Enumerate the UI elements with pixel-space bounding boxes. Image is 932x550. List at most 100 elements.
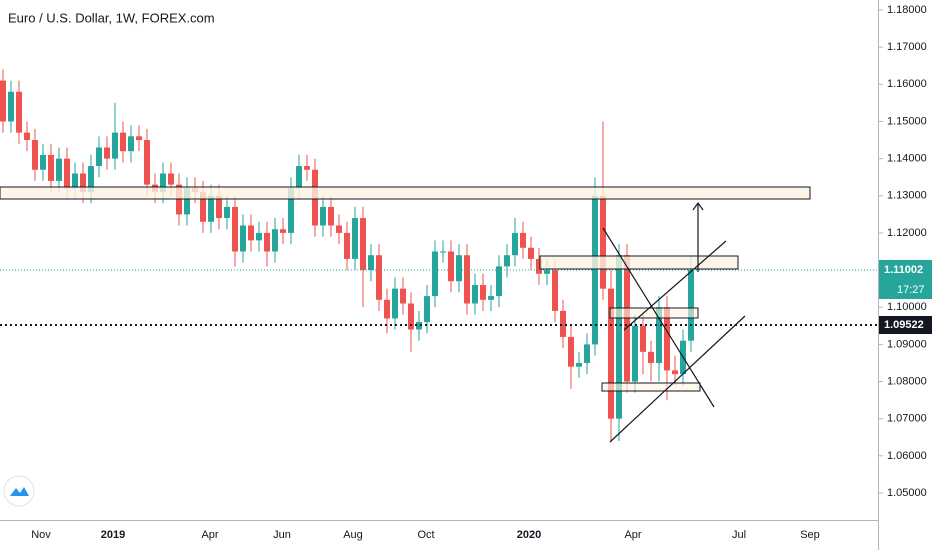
- x-tick-label: Nov: [31, 529, 51, 541]
- candle-body: [320, 206, 326, 226]
- last-price-label: 1.11002: [884, 264, 923, 276]
- candle-body: [544, 270, 550, 274]
- x-tick-label: Aug: [343, 529, 363, 541]
- y-tick-label: 1.16000: [887, 78, 927, 90]
- candle-body: [64, 158, 70, 189]
- candle-body: [32, 140, 38, 170]
- candle-body: [504, 255, 510, 267]
- candle-body: [304, 166, 310, 170]
- candle-body: [408, 303, 414, 330]
- candle-body: [24, 132, 30, 141]
- candle-body: [464, 255, 470, 304]
- candle-body: [16, 91, 22, 133]
- tradingview-logo[interactable]: [3, 475, 35, 507]
- candle-body: [448, 251, 454, 282]
- candle-body: [656, 307, 662, 363]
- drawings: [0, 186, 811, 443]
- candle-body: [344, 232, 350, 259]
- candle-body: [96, 147, 102, 167]
- y-tick-label: 1.15000: [887, 115, 927, 127]
- candle-body: [536, 258, 542, 274]
- candle-body: [616, 255, 622, 419]
- candle-body: [632, 325, 638, 382]
- candle-body: [456, 255, 462, 282]
- y-tick-label: 1.10000: [887, 301, 927, 313]
- candle-body: [208, 195, 214, 222]
- candle-body: [136, 136, 142, 141]
- candle-body: [424, 296, 430, 323]
- symbol-title: Euro / U.S. Dollar, 1W, FOREX.com: [8, 10, 215, 25]
- candle-body: [288, 188, 294, 233]
- candle-body: [120, 132, 126, 152]
- x-tick-label: 2019: [101, 529, 125, 541]
- candle-body: [128, 136, 134, 152]
- candle-body: [368, 255, 374, 271]
- candle-body: [400, 288, 406, 304]
- candle-body: [264, 232, 270, 252]
- candle-body: [480, 284, 486, 300]
- x-tick-label: Oct: [417, 529, 434, 541]
- candle-body: [232, 206, 238, 252]
- candle-body: [256, 232, 262, 241]
- arrow-head: [692, 201, 704, 211]
- zone-rectangle: [601, 382, 701, 392]
- countdown-box: [879, 280, 932, 300]
- x-tick-label: Sep: [800, 529, 820, 541]
- zone-rectangle: [0, 186, 811, 200]
- candle-body: [160, 173, 166, 193]
- candle-body: [416, 322, 422, 330]
- candle-body: [528, 247, 534, 259]
- candle-body: [336, 225, 342, 233]
- candle-body: [360, 218, 366, 271]
- y-tick-label: 1.06000: [887, 450, 927, 462]
- candle-body: [224, 206, 230, 219]
- candle-body: [568, 336, 574, 367]
- y-tick-label: 1.14000: [887, 153, 927, 165]
- candle-body: [352, 218, 358, 259]
- logo-icon[interactable]: [10, 487, 29, 496]
- candle-body: [688, 270, 694, 341]
- candle-body: [248, 225, 254, 241]
- candle-body: [72, 173, 78, 189]
- candle-body: [144, 140, 150, 185]
- candle-body: [640, 325, 646, 352]
- candle-body: [648, 351, 654, 363]
- y-tick-label: 1.08000: [887, 375, 927, 387]
- candle-body: [216, 195, 222, 219]
- logo-circle[interactable]: [3, 475, 35, 507]
- price-lines: [0, 269, 878, 326]
- x-tick-label: Jun: [273, 529, 291, 541]
- candle-body: [80, 173, 86, 193]
- candle-body: [48, 154, 54, 181]
- y-tick-label: 1.13000: [887, 190, 927, 202]
- candle-body: [8, 91, 14, 122]
- candle-body: [296, 166, 302, 189]
- x-tick-label: 2020: [517, 529, 541, 541]
- candle-body: [552, 270, 558, 311]
- countdown-label: 17:27: [897, 284, 925, 296]
- x-tick-label: Apr: [201, 529, 218, 541]
- candle-body: [328, 206, 334, 226]
- candle-body: [0, 80, 6, 122]
- candle-body: [512, 232, 518, 256]
- y-tick-label: 1.12000: [887, 227, 927, 239]
- candle-body: [608, 288, 614, 419]
- trend-line: [609, 315, 746, 443]
- zone-rectangle: [609, 307, 699, 319]
- candle-body: [496, 266, 502, 297]
- y-tick-label: 1.17000: [887, 41, 927, 53]
- candle-body: [104, 147, 110, 159]
- candle-body: [488, 296, 494, 300]
- candle-body: [112, 132, 118, 159]
- candle-body: [168, 173, 174, 185]
- zone-rectangle: [539, 255, 739, 270]
- candle-body: [200, 192, 206, 222]
- candle-body: [584, 344, 590, 363]
- y-tick-label: 1.18000: [887, 4, 927, 16]
- candle-body: [40, 154, 46, 170]
- candle-body: [88, 166, 94, 193]
- candle-body: [520, 232, 526, 248]
- candle-body: [432, 251, 438, 297]
- trend-line: [602, 227, 715, 408]
